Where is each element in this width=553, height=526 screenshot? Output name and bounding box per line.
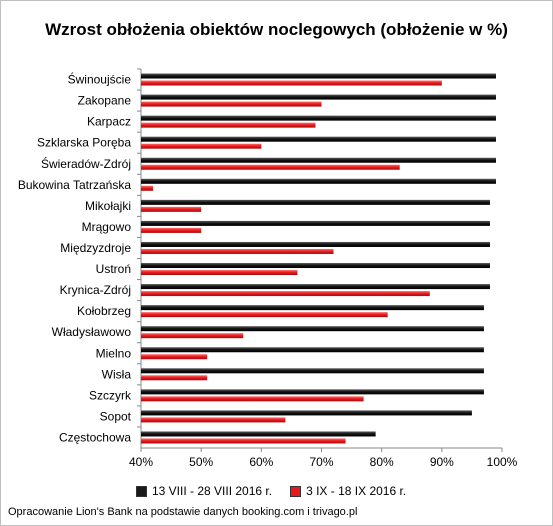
category-label: Bukowina Tatrzańska [18, 178, 132, 192]
category-label: Częstochowa [59, 430, 131, 444]
bar-series-2 [141, 333, 244, 339]
x-tick-label: 90% [430, 455, 454, 469]
bar-series-2 [141, 80, 442, 86]
x-tick-label: 50% [189, 455, 213, 469]
bar-series-1 [141, 284, 490, 290]
x-tick-label: 70% [309, 455, 333, 469]
category-label: Szklarska Poręba [37, 136, 131, 150]
bar-series-2 [141, 101, 322, 107]
bar-series-1 [141, 115, 496, 121]
bar-series-1 [141, 347, 484, 353]
chart-title: Wzrost obłożenia obiektów noclegowych (o… [45, 20, 508, 39]
category-label: Kołobrzeg [77, 304, 131, 318]
legend-item-series-1: 13 VIII - 28 VIII 2016 r. [136, 484, 272, 498]
bar-series-2 [141, 206, 202, 212]
bar-series-1 [141, 73, 496, 79]
category-label: Międzyzdroje [60, 241, 131, 255]
category-label: Mikołajki [85, 199, 131, 213]
source-note: Opracowanie Lion's Bank na podstawie dan… [8, 506, 358, 518]
category-label: Ustroń [96, 262, 131, 276]
legend-label-series-1: 13 VIII - 28 VIII 2016 r. [152, 484, 273, 498]
bar-series-1 [141, 94, 496, 100]
bar-series-1 [141, 241, 490, 247]
legend-label-series-2: 3 IX - 18 IX 2016 r. [306, 484, 407, 498]
legend-swatch-series-2 [290, 485, 302, 497]
bar-series-1 [141, 263, 490, 269]
bar-series-1 [141, 305, 484, 311]
bar-series-1 [141, 136, 496, 142]
bar-series-2 [141, 248, 334, 254]
bar-series-2 [141, 143, 262, 149]
bar-series-2 [141, 185, 154, 191]
bar-series-2 [141, 396, 364, 402]
chart-legend: 13 VIII - 28 VIII 2016 r. 3 IX - 18 IX 2… [136, 484, 406, 498]
x-tick-label: 80% [370, 455, 394, 469]
bar-series-1 [141, 178, 496, 184]
x-tick-label: 60% [249, 455, 273, 469]
bar-series-1 [141, 220, 490, 226]
category-label: Zakopane [78, 94, 132, 108]
bar-series-1 [141, 368, 484, 374]
category-label: Wisła [102, 367, 132, 381]
bar-series-2 [141, 417, 286, 423]
bar-series-2 [141, 354, 208, 360]
bar-series-2 [141, 312, 388, 318]
bar-series-1 [141, 326, 484, 332]
bar-series-1 [141, 157, 496, 163]
x-tick-label: 100% [487, 455, 518, 469]
bar-series-2 [141, 438, 346, 444]
bar-series-1 [141, 199, 490, 205]
category-label: Mrągowo [82, 220, 132, 234]
category-label: Szczyrk [89, 388, 132, 402]
legend-item-series-2: 3 IX - 18 IX 2016 r. [290, 484, 406, 498]
category-label: Świnoujście [68, 72, 132, 87]
bar-series-2 [141, 270, 298, 276]
bar-series-2 [141, 164, 400, 170]
category-label: Mielno [96, 346, 132, 360]
category-label: Władysławowo [52, 325, 132, 339]
category-label: Krynica-Zdrój [60, 283, 131, 297]
bar-series-1 [141, 431, 376, 437]
bar-series-2 [141, 291, 430, 297]
bar-series-2 [141, 227, 202, 233]
legend-swatch-series-1 [136, 485, 147, 497]
x-tick-label: 40% [129, 455, 153, 469]
category-label: Karpacz [87, 115, 131, 129]
category-label: Sopot [100, 409, 132, 423]
bar-series-2 [141, 375, 208, 381]
bar-series-1 [141, 410, 472, 416]
bar-series-1 [141, 389, 484, 395]
bar-series-2 [141, 122, 316, 128]
category-label: Świeradów-Zdrój [41, 156, 131, 171]
